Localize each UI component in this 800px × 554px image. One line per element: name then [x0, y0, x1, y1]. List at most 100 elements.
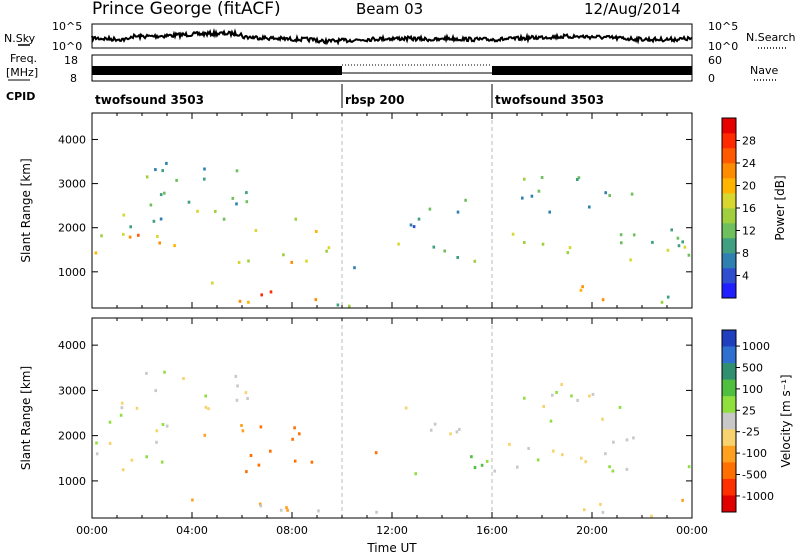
range-cell — [584, 460, 587, 464]
y-tick-label: 2000 — [58, 222, 86, 235]
colorbar-tick-label: -500 — [742, 469, 767, 482]
colorbar-swatch — [722, 445, 736, 463]
range-cell — [291, 437, 294, 441]
nsky-line — [91, 28, 693, 46]
range-cell — [236, 384, 239, 388]
colorbar-tick-label: 100 — [742, 383, 763, 396]
range-cell — [551, 393, 554, 397]
y-tick-label: 2000 — [58, 430, 86, 443]
range-cell — [293, 459, 297, 463]
range-cell — [473, 259, 477, 263]
colorbar-tick-label: 500 — [742, 361, 763, 374]
range-cell — [173, 244, 176, 248]
x-tick-label: 00:00 — [676, 524, 708, 537]
range-cell — [414, 472, 417, 476]
range-cell — [536, 458, 540, 462]
nsky-tick-top-left: 10^5 — [52, 20, 82, 33]
nsearch-label: N.Search — [746, 31, 796, 44]
range-cell — [235, 169, 239, 173]
colorbar-swatch — [722, 379, 736, 397]
range-cell — [145, 371, 148, 375]
nave-tick-bottom: 0 — [708, 72, 715, 85]
range-cell — [155, 429, 159, 433]
range-cell — [152, 219, 156, 223]
range-cell — [156, 235, 159, 238]
range-cell — [568, 246, 572, 250]
y-tick-label: 4000 — [58, 339, 86, 352]
range-cell — [163, 191, 166, 195]
colorbar-tick-label: 4 — [742, 270, 749, 283]
range-cell — [257, 463, 261, 467]
range-cell — [625, 467, 629, 471]
range-cell — [429, 428, 433, 432]
range-cell — [325, 249, 328, 253]
freq-tick-bottom: 8 — [70, 72, 77, 85]
range-cell — [579, 288, 583, 292]
colorbar-tick-label: -25 — [742, 426, 760, 439]
nsky-label: N.Sky — [4, 32, 36, 45]
range-cell — [683, 245, 687, 249]
range-cell — [290, 260, 293, 264]
range-cell — [443, 249, 446, 253]
cpid-segment-label: twofsound 3503 — [495, 93, 604, 107]
range-cell — [214, 209, 217, 213]
range-cell — [508, 442, 511, 446]
station-title: Prince George (fitACF) — [92, 0, 281, 19]
nsky-strip: N.Sky 10^5 10^0 10^5 10^0 N.Search — [4, 20, 796, 53]
range-cell — [149, 203, 153, 207]
range-cell — [583, 508, 586, 512]
nsky-tick-bottom-right: 10^0 — [708, 40, 738, 53]
colorbar-swatch — [722, 412, 736, 430]
range-cell — [128, 235, 132, 239]
cpid-label: CPID — [6, 90, 35, 103]
range-cell — [601, 417, 604, 421]
colorbar-tick-label: 24 — [742, 157, 756, 170]
x-tick-label: 16:00 — [476, 524, 508, 537]
range-cell — [629, 258, 632, 262]
range-cell — [604, 191, 607, 195]
range-cell — [145, 455, 148, 459]
colorbar-swatch — [722, 462, 736, 480]
colorbar-tick-label: 20 — [742, 180, 756, 193]
date-title: 12/Aug/2014 — [584, 0, 681, 18]
range-cell — [449, 432, 452, 436]
range-cell — [409, 223, 413, 227]
colorbar-swatch — [722, 208, 736, 224]
range-cell — [480, 463, 484, 467]
range-cell — [130, 458, 134, 462]
range-cell — [630, 192, 634, 196]
range-cell — [121, 468, 125, 472]
range-cell — [305, 259, 308, 263]
range-cell — [160, 460, 164, 464]
colorbar-swatch — [722, 346, 736, 364]
range-cell — [676, 236, 680, 240]
range-cell — [537, 189, 541, 193]
range-cell — [203, 433, 207, 437]
colorbar-tick-label: 8 — [742, 247, 749, 260]
range-cell — [100, 234, 103, 238]
range-cell — [154, 389, 157, 393]
x-tick-label: 08:00 — [276, 524, 308, 537]
range-cell — [348, 304, 351, 308]
range-cell — [581, 285, 584, 289]
velocity-panel: 1000 2000 3000 4000 00:00 04:00 08:00 12:00 16:0… — [19, 317, 708, 554]
colorbar-swatch — [722, 163, 736, 179]
range-cell — [211, 281, 214, 285]
range-cell — [279, 508, 283, 512]
range-cell — [576, 398, 579, 402]
range-cell — [353, 266, 356, 270]
range-cell — [119, 413, 123, 417]
range-cell — [161, 423, 165, 426]
cpid-segment-label: rbsp 200 — [345, 93, 404, 107]
range-cell — [620, 241, 623, 245]
range-cell — [336, 303, 340, 307]
range-cell — [540, 176, 544, 179]
freq-strip: Freq. [MHz] 18 8 60 0 Nave — [6, 52, 778, 85]
x-tick-label: 20:00 — [576, 524, 608, 537]
range-cell — [516, 465, 519, 469]
cpid-strip: CPID twofsound 3503 rbsp 200 twofsound 350… — [6, 84, 604, 108]
range-cell — [375, 510, 378, 514]
range-cell — [473, 466, 477, 469]
range-cell — [258, 502, 262, 506]
